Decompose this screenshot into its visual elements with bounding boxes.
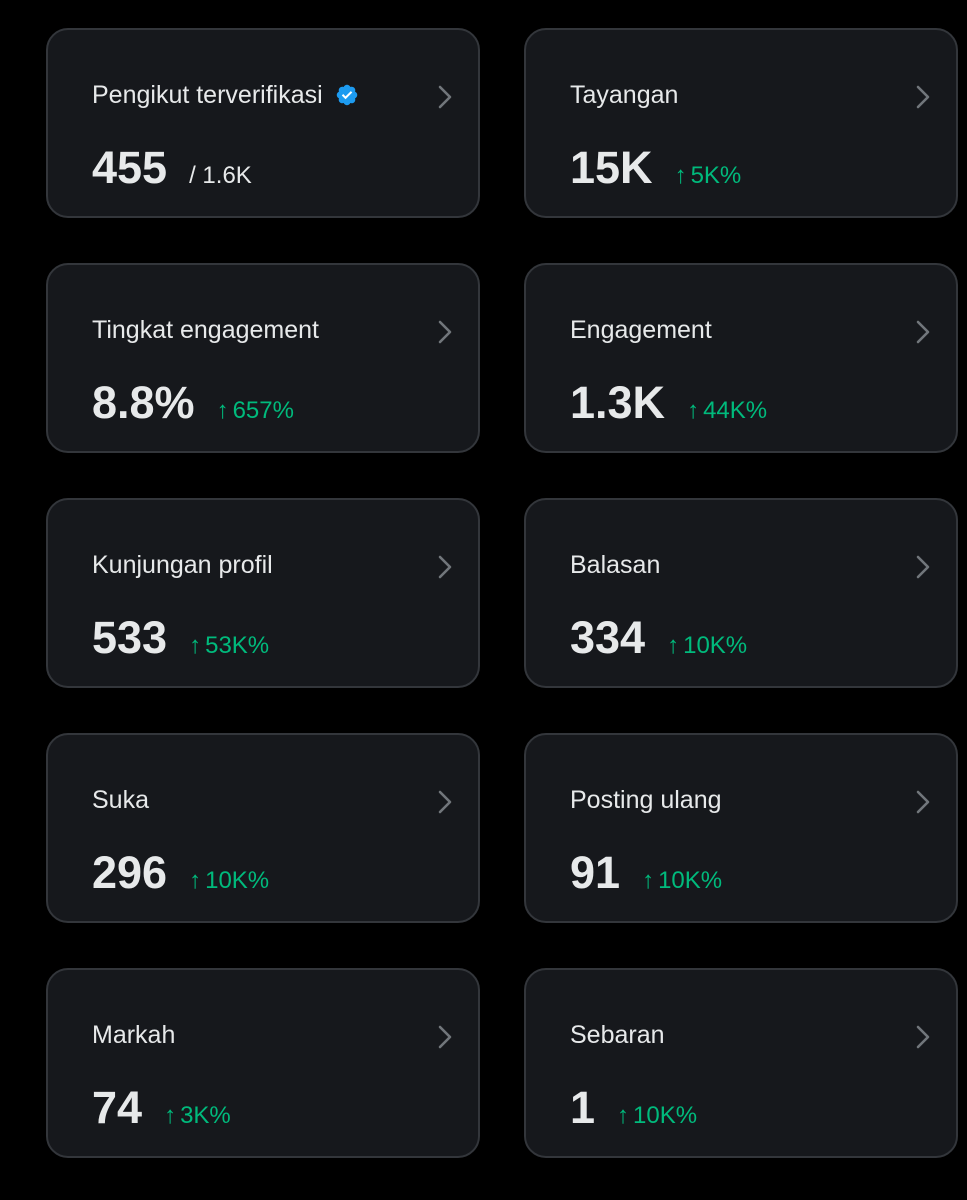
card-header: Engagement — [570, 315, 712, 345]
metrics-grid: Pengikut terverifikasi 455 / 1.6K Tayang… — [46, 28, 958, 1158]
metric-value: 74 — [92, 1082, 143, 1133]
metric-value: 91 — [570, 847, 621, 898]
metric-change-value: 657% — [232, 397, 294, 424]
card-values: 296 ↑ 10K% — [92, 847, 269, 899]
metric-value: 334 — [570, 612, 646, 663]
card-header: Markah — [92, 1020, 175, 1050]
chevron-right-icon[interactable] — [434, 554, 456, 580]
metric-label: Balasan — [570, 551, 661, 579]
metric-card-reposts[interactable]: Posting ulang 91 ↑ 10K% — [524, 733, 958, 923]
metric-card-likes[interactable]: Suka 296 ↑ 10K% — [46, 733, 480, 923]
metric-value: 15K — [570, 142, 653, 193]
metric-change: ↑ 657% — [217, 397, 294, 425]
arrow-up-icon: ↑ — [687, 397, 700, 424]
metric-change-value: 10K% — [683, 632, 748, 659]
card-values: 8.8% ↑ 657% — [92, 377, 294, 429]
arrow-up-icon: ↑ — [642, 867, 655, 894]
metric-change-value: 10K% — [633, 1102, 698, 1129]
metric-change-value: 44K% — [703, 397, 768, 424]
verified-badge-icon — [335, 83, 359, 107]
chevron-right-icon[interactable] — [912, 1024, 934, 1050]
metric-change: ↑ 3K% — [164, 1102, 231, 1130]
metric-change-value: 10K% — [205, 867, 270, 894]
metric-label: Suka — [92, 786, 149, 814]
card-values: 1 ↑ 10K% — [570, 1082, 697, 1134]
card-values: 334 ↑ 10K% — [570, 612, 747, 664]
chevron-right-icon[interactable] — [434, 1024, 456, 1050]
metric-change-value: 3K% — [180, 1102, 231, 1129]
card-header: Tayangan — [570, 80, 678, 110]
metric-card-shares[interactable]: Sebaran 1 ↑ 10K% — [524, 968, 958, 1158]
chevron-right-icon[interactable] — [434, 319, 456, 345]
metric-change-value: 53K% — [205, 632, 270, 659]
metric-value: 8.8% — [92, 377, 195, 428]
card-header: Balasan — [570, 550, 660, 580]
metric-change: ↑ 10K% — [189, 867, 269, 895]
arrow-up-icon: ↑ — [164, 1102, 177, 1129]
card-header: Kunjungan profil — [92, 550, 273, 580]
arrow-up-icon: ↑ — [189, 632, 202, 659]
metric-change: ↑ 10K% — [642, 867, 722, 895]
card-header: Suka — [92, 785, 149, 815]
metric-value: 296 — [92, 847, 168, 898]
arrow-up-icon: ↑ — [667, 632, 680, 659]
card-header: Posting ulang — [570, 785, 722, 815]
metric-change: ↑ 53K% — [189, 632, 269, 660]
metric-card-impressions[interactable]: Tayangan 15K ↑ 5K% — [524, 28, 958, 218]
chevron-right-icon[interactable] — [912, 789, 934, 815]
arrow-up-icon: ↑ — [617, 1102, 630, 1129]
metric-change: ↑ 10K% — [667, 632, 747, 660]
chevron-right-icon[interactable] — [912, 319, 934, 345]
metric-total: / 1.6K — [189, 162, 252, 189]
metric-card-engagement-rate[interactable]: Tingkat engagement 8.8% ↑ 657% — [46, 263, 480, 453]
metric-change: ↑ 44K% — [687, 397, 767, 425]
card-values: 91 ↑ 10K% — [570, 847, 722, 899]
arrow-up-icon: ↑ — [216, 397, 229, 424]
arrow-up-icon: ↑ — [189, 867, 202, 894]
arrow-up-icon: ↑ — [674, 162, 687, 189]
metric-label: Tayangan — [570, 81, 679, 109]
chevron-right-icon[interactable] — [434, 84, 456, 110]
metric-label: Sebaran — [570, 1021, 665, 1049]
metric-value: 1 — [570, 1082, 596, 1133]
card-header: Pengikut terverifikasi — [92, 80, 359, 110]
metric-label: Markah — [92, 1021, 176, 1049]
metric-label: Kunjungan profil — [92, 551, 273, 579]
metric-label: Pengikut terverifikasi — [92, 81, 323, 109]
metric-card-bookmarks[interactable]: Markah 74 ↑ 3K% — [46, 968, 480, 1158]
metric-card-profile-visits[interactable]: Kunjungan profil 533 ↑ 53K% — [46, 498, 480, 688]
metric-change-value: 5K% — [690, 162, 742, 189]
chevron-right-icon[interactable] — [434, 789, 456, 815]
card-values: 74 ↑ 3K% — [92, 1082, 231, 1134]
card-values: 15K ↑ 5K% — [570, 142, 741, 194]
metric-value: 455 — [92, 142, 168, 193]
metric-card-engagement[interactable]: Engagement 1.3K ↑ 44K% — [524, 263, 958, 453]
card-header: Tingkat engagement — [92, 315, 319, 345]
card-values: 455 / 1.6K — [92, 142, 252, 194]
metric-label: Posting ulang — [570, 786, 722, 814]
metric-change: ↑ 10K% — [617, 1102, 697, 1130]
metric-value: 533 — [92, 612, 168, 663]
metric-change: ↑ 5K% — [675, 162, 742, 190]
card-values: 533 ↑ 53K% — [92, 612, 269, 664]
chevron-right-icon[interactable] — [912, 554, 934, 580]
card-header: Sebaran — [570, 1020, 665, 1050]
metric-card-replies[interactable]: Balasan 334 ↑ 10K% — [524, 498, 958, 688]
metric-card-verified-followers[interactable]: Pengikut terverifikasi 455 / 1.6K — [46, 28, 480, 218]
metric-label: Engagement — [570, 316, 712, 344]
metric-value: 1.3K — [570, 377, 666, 428]
metric-label: Tingkat engagement — [92, 316, 320, 344]
metric-change-value: 10K% — [658, 867, 723, 894]
chevron-right-icon[interactable] — [912, 84, 934, 110]
card-values: 1.3K ↑ 44K% — [570, 377, 767, 429]
